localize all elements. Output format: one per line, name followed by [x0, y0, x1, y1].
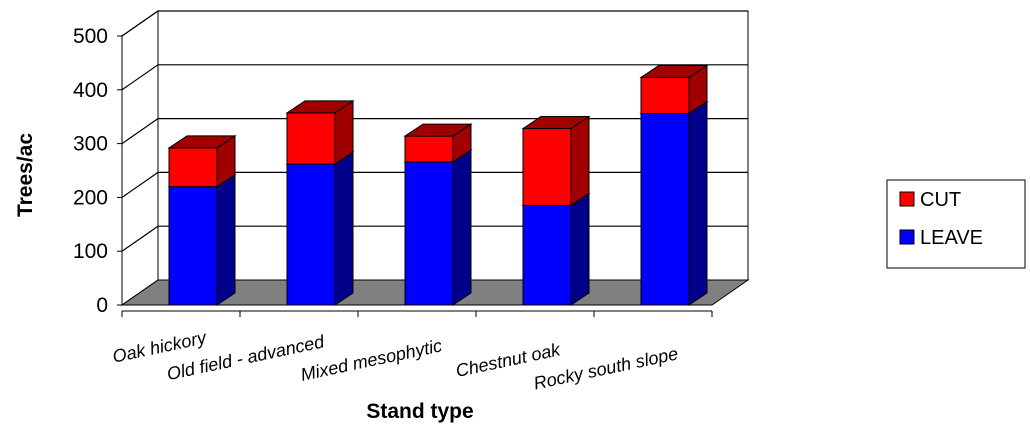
- bar-side: [334, 151, 354, 306]
- bar-leave-old-field-advanced: [285, 151, 355, 306]
- bar-front: [168, 147, 218, 188]
- side-wall: [121, 10, 159, 306]
- y-tick-label: 300: [73, 133, 108, 156]
- bar-side: [570, 115, 590, 207]
- bar-front: [640, 112, 690, 306]
- gridline: [121, 64, 748, 91]
- legend-label-cut: CUT: [920, 189, 961, 211]
- bar-leave-mixed-mesophytic: [403, 148, 473, 306]
- gridline: [121, 10, 748, 37]
- bar-front: [640, 76, 690, 114]
- bar-top: [167, 135, 237, 149]
- bars: [167, 64, 709, 306]
- y-tick-label: 200: [73, 186, 108, 209]
- bar-leave-oak-hickory: [167, 173, 237, 306]
- bar-leave-chestnut-oak: [521, 192, 591, 306]
- bar-side: [452, 148, 472, 306]
- bar-side: [688, 100, 708, 306]
- x-axis-title: Stand type: [366, 400, 473, 423]
- bar-front: [522, 128, 572, 206]
- bar-front: [404, 161, 454, 306]
- bar-side: [216, 173, 236, 306]
- y-tick-label: 100: [73, 240, 108, 263]
- bar-side: [570, 192, 590, 306]
- legend-swatch-leave: [899, 229, 915, 245]
- bar-cut-mixed-mesophytic: [403, 123, 473, 163]
- bar-front: [404, 135, 454, 163]
- bar-front: [286, 112, 336, 165]
- bar-cut-chestnut-oak: [521, 115, 591, 207]
- bar-front: [522, 204, 572, 306]
- y-tick-label: 0: [96, 294, 108, 317]
- bar-top: [639, 64, 709, 78]
- bar-front: [168, 186, 218, 306]
- legend: CUT LEAVE: [886, 179, 1026, 269]
- bar-cut-old-field-advanced: [285, 99, 355, 165]
- bar-top: [521, 116, 591, 130]
- y-tick-label: 500: [73, 25, 108, 48]
- bar-top: [285, 100, 355, 114]
- bar-cut-rocky-south-slope: [639, 64, 709, 115]
- y-tick-label: 400: [73, 79, 108, 102]
- bar-front: [286, 163, 336, 306]
- bar-top: [403, 123, 473, 137]
- legend-swatch-cut: [899, 191, 915, 207]
- legend-label-leave: LEAVE: [920, 227, 983, 249]
- y-axis-title: Trees/ac: [14, 133, 37, 217]
- bar-cut-oak-hickory: [167, 134, 237, 188]
- bar-leave-rocky-south-slope: [639, 100, 709, 306]
